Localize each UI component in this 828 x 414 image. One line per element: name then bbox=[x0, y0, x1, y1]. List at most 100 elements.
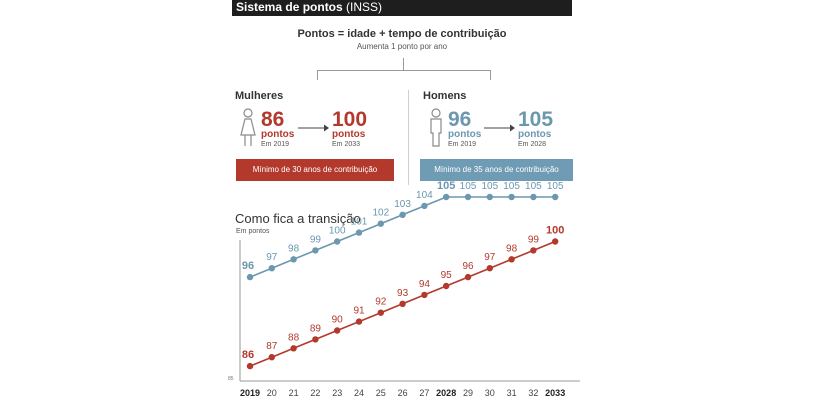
women-data-label: 98 bbox=[506, 243, 518, 254]
group-divider bbox=[408, 90, 409, 185]
men-data-point bbox=[464, 193, 472, 201]
men-data-point bbox=[312, 247, 319, 254]
men-data-point bbox=[486, 193, 493, 201]
men-data-label: 105 bbox=[525, 181, 542, 192]
x-tick-label: 27 bbox=[419, 388, 429, 398]
women-data-point bbox=[464, 273, 472, 281]
men-end-unit: pontos bbox=[518, 129, 552, 140]
women-data-point bbox=[246, 362, 254, 370]
women-end-year: Em 2033 bbox=[332, 141, 361, 148]
women-data-label: 93 bbox=[397, 288, 409, 299]
x-tick-label: 20 bbox=[267, 388, 277, 398]
men-data-label: 98 bbox=[288, 243, 300, 254]
men-data-point bbox=[334, 238, 341, 245]
women-end-value: 100 bbox=[332, 108, 368, 131]
header-title: Sistema de pontos bbox=[236, 0, 343, 14]
men-data-point bbox=[377, 220, 384, 227]
women-data-label: 92 bbox=[375, 297, 387, 308]
women-data-point bbox=[399, 300, 406, 307]
x-tick-label: 22 bbox=[310, 388, 320, 398]
y-axis-min-label: 85 bbox=[228, 376, 234, 382]
women-data-point bbox=[268, 354, 275, 361]
men-data-label: 100 bbox=[329, 226, 346, 237]
men-data-label: 99 bbox=[310, 234, 322, 245]
chart-y-unit: Em pontos bbox=[236, 228, 270, 235]
women-data-label: 99 bbox=[528, 234, 540, 245]
formula-text: Pontos = idade + tempo de contribuição bbox=[297, 28, 507, 40]
men-data-label: 105 bbox=[547, 181, 564, 192]
x-tick-label: 31 bbox=[507, 388, 517, 398]
header-title-suffix: (INSS) bbox=[346, 0, 383, 14]
women-data-point bbox=[508, 256, 515, 263]
bracket-stem bbox=[403, 58, 404, 70]
men-end-value: 105 bbox=[518, 108, 554, 131]
women-start-value: 86 bbox=[261, 108, 285, 131]
arrow-right-icon bbox=[484, 124, 515, 132]
men-data-label: 96 bbox=[242, 260, 254, 272]
men-data-point bbox=[246, 273, 254, 281]
women-data-point bbox=[530, 247, 537, 254]
women-data-point bbox=[421, 291, 428, 299]
women-title: Mulheres bbox=[235, 90, 284, 102]
men-data-point bbox=[290, 256, 297, 263]
x-tick-label: 23 bbox=[332, 388, 342, 398]
women-data-point bbox=[290, 345, 297, 352]
women-data-label: 95 bbox=[441, 270, 453, 281]
women-data-label: 100 bbox=[546, 225, 564, 237]
women-data-point bbox=[334, 327, 341, 334]
header-bar: Sistema de pontos (INSS) bbox=[232, 0, 572, 16]
men-title: Homens bbox=[423, 90, 467, 102]
x-tick-label: 29 bbox=[463, 388, 473, 398]
women-data-label: 96 bbox=[462, 261, 474, 272]
men-data-label: 104 bbox=[416, 190, 433, 201]
women-data-point bbox=[355, 318, 363, 325]
women-data-point bbox=[486, 265, 493, 272]
women-data-point bbox=[443, 282, 450, 290]
x-tick-label: 24 bbox=[354, 388, 364, 398]
bracket-horizontal bbox=[317, 70, 490, 71]
men-data-label: 105 bbox=[481, 181, 498, 192]
women-data-label: 89 bbox=[310, 323, 322, 334]
men-data-label: 101 bbox=[351, 217, 368, 228]
women-data-label: 90 bbox=[332, 315, 344, 326]
arrow-right-icon bbox=[298, 124, 329, 132]
men-start-year: Em 2019 bbox=[448, 141, 477, 148]
men-end-year: Em 2028 bbox=[518, 141, 547, 148]
men-data-point bbox=[530, 193, 537, 201]
women-data-point bbox=[552, 238, 559, 245]
men-data-label: 103 bbox=[394, 199, 411, 210]
x-tick-label: 26 bbox=[398, 388, 408, 398]
men-data-point bbox=[421, 202, 428, 210]
men-data-point bbox=[399, 211, 406, 218]
men-minimum-box: Mínimo de 35 anos de contribuição bbox=[420, 159, 573, 181]
women-data-label: 86 bbox=[242, 349, 254, 361]
women-data-label: 97 bbox=[484, 252, 496, 263]
x-tick-label: 32 bbox=[528, 388, 538, 398]
women-data-label: 91 bbox=[353, 306, 365, 317]
man-figure-icon bbox=[430, 108, 442, 147]
men-start-unit: pontos bbox=[448, 129, 482, 140]
men-start-value: 96 bbox=[448, 108, 472, 131]
x-tick-label: 2028 bbox=[436, 388, 456, 398]
men-data-point bbox=[355, 229, 363, 236]
women-minimum-box: Mínimo de 30 anos de contribuição bbox=[236, 159, 394, 181]
bracket-left bbox=[317, 70, 318, 80]
women-data-label: 88 bbox=[288, 332, 300, 343]
men-data-point bbox=[508, 193, 515, 201]
men-data-label: 105 bbox=[437, 180, 455, 192]
men-data-label: 102 bbox=[372, 208, 389, 219]
women-data-point bbox=[377, 309, 384, 316]
women-data-label: 94 bbox=[419, 279, 431, 290]
women-data-point bbox=[312, 336, 319, 343]
x-tick-label: 2033 bbox=[545, 388, 565, 398]
men-data-label: 97 bbox=[266, 252, 278, 263]
men-data-point bbox=[552, 193, 559, 201]
x-tick-label: 30 bbox=[485, 388, 495, 398]
men-data-point bbox=[443, 193, 450, 201]
formula-subtext: Aumenta 1 ponto por ano bbox=[356, 42, 448, 51]
men-data-label: 105 bbox=[503, 181, 520, 192]
women-start-year: Em 2019 bbox=[261, 141, 290, 148]
women-end-unit: pontos bbox=[332, 129, 366, 140]
x-tick-label: 2019 bbox=[240, 388, 260, 398]
